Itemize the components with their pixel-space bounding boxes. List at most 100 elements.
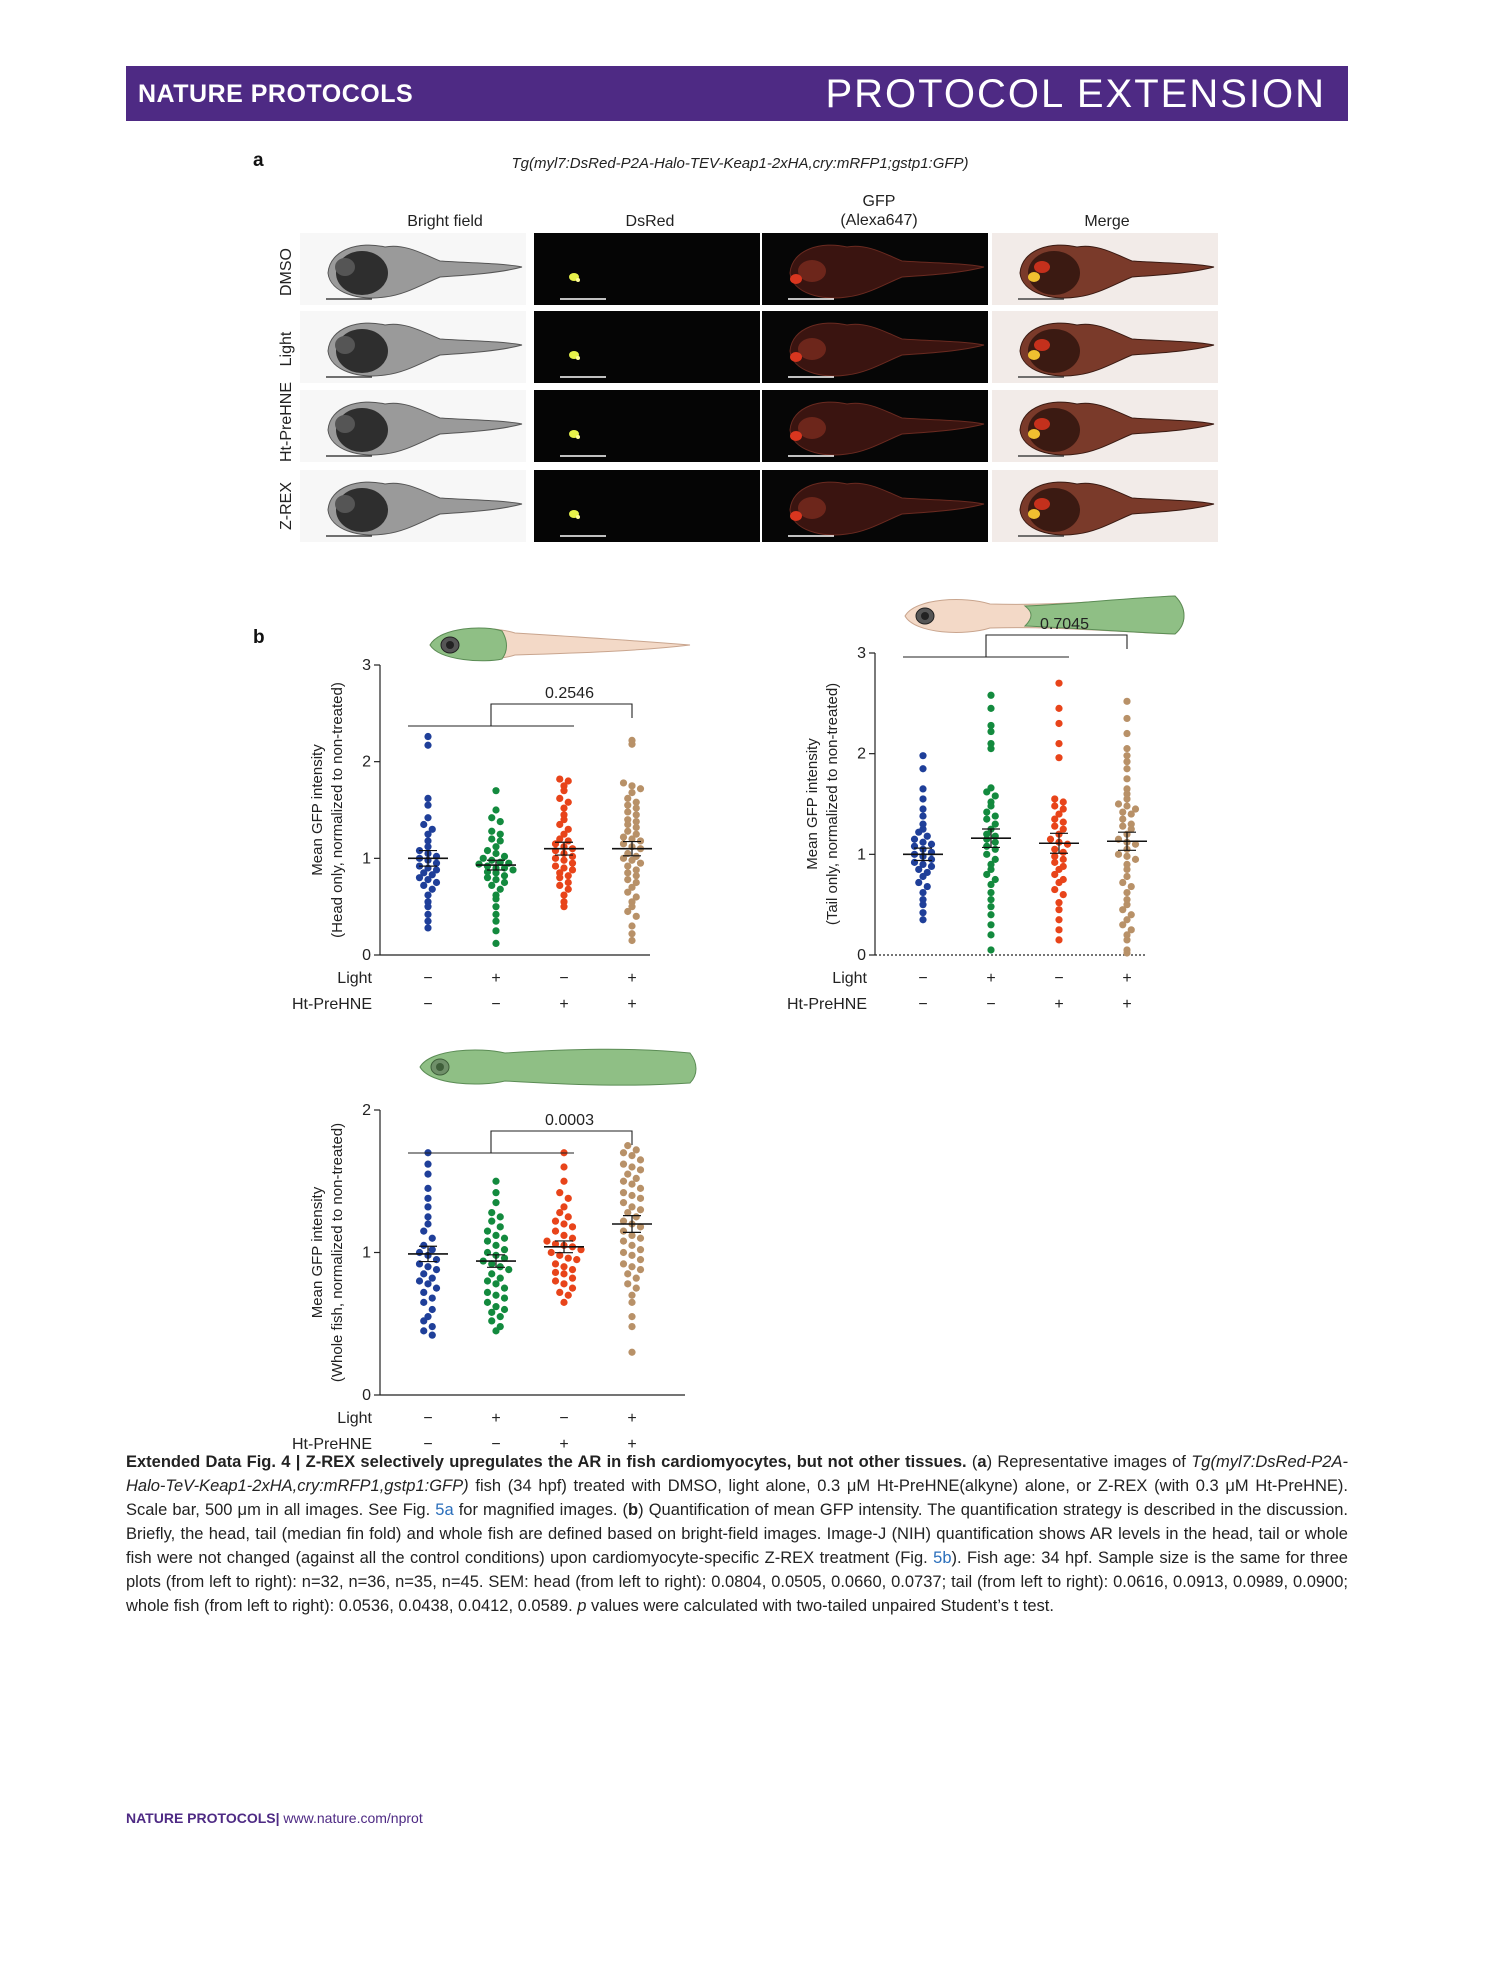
data-point [560, 903, 568, 911]
y-tick-label: 0 [857, 947, 866, 964]
fig-5b-link[interactable]: 5b [933, 1549, 952, 1567]
data-point [492, 1177, 500, 1185]
data-point [551, 1227, 560, 1235]
data-point [564, 837, 572, 845]
data-point [619, 1199, 628, 1207]
data-point [488, 1217, 496, 1225]
data-point [915, 828, 923, 836]
data-point [632, 1284, 640, 1292]
data-point [492, 1231, 500, 1239]
data-point [636, 1156, 645, 1164]
data-point [488, 1209, 496, 1217]
fish-image-gfp-row-2 [762, 311, 988, 383]
data-point [991, 838, 999, 846]
panel-a-genotype: Tg(myl7:DsRed-P2A-Halo-TEV-Keap1-2xHA,cr… [511, 155, 969, 172]
y-axis-label-line: Mean GFP intensity [309, 1186, 326, 1318]
y-axis-label-line: (Whole fish, normalized to non-treated) [329, 1123, 346, 1382]
data-point [424, 891, 432, 899]
data-point [560, 1280, 568, 1288]
data-point [492, 1280, 500, 1288]
article-type: PROTOCOL EXTENSION [825, 72, 1326, 116]
data-point [636, 785, 645, 793]
data-point [424, 732, 432, 741]
data-point [415, 1277, 424, 1285]
data-point [1127, 810, 1135, 818]
data-point [560, 891, 568, 899]
data-point [991, 845, 999, 853]
data-point [492, 927, 500, 935]
condition-mark: + [627, 996, 636, 1013]
fish-image-bright-field-row-4 [300, 470, 526, 542]
data-point [1051, 870, 1059, 879]
data-point [1119, 921, 1127, 929]
data-point [624, 876, 632, 884]
data-point [568, 859, 577, 867]
data-point [915, 865, 923, 874]
data-point [488, 1308, 496, 1316]
data-point [551, 854, 560, 862]
data-point [560, 1231, 568, 1239]
condition-mark: + [491, 970, 500, 987]
column-label-dsred: DsRed [625, 213, 675, 230]
data-point [1127, 825, 1135, 833]
row-label-dmso: DMSO [278, 248, 295, 296]
data-point [564, 872, 572, 880]
data-point [483, 1227, 492, 1235]
data-point [1131, 840, 1140, 848]
fish-image-gfp-row-1 [762, 233, 988, 305]
data-point [1119, 878, 1127, 887]
data-point [919, 860, 927, 868]
data-point [492, 1291, 500, 1299]
data-point [619, 1260, 628, 1268]
data-point [428, 885, 436, 893]
condition-mark: + [986, 970, 995, 987]
condition-mark: + [491, 1410, 500, 1427]
data-point [568, 866, 577, 874]
data-point [624, 1142, 632, 1150]
data-point [991, 875, 999, 884]
data-point [432, 866, 441, 874]
data-point [1051, 795, 1059, 803]
caption-b-text-2: ). Fish age: 34 hpf. Sample size is the … [126, 1549, 1348, 1615]
data-point [628, 922, 636, 930]
data-point [483, 1298, 492, 1306]
y-tick-label: 1 [857, 846, 866, 863]
data-point [628, 740, 636, 748]
data-point [1051, 885, 1059, 894]
data-point [424, 801, 432, 809]
data-point [432, 859, 441, 867]
data-point [1059, 818, 1067, 826]
condition-mark: − [1054, 970, 1063, 987]
significance-bracket [490, 703, 633, 726]
data-point [556, 1209, 564, 1217]
data-point [1119, 808, 1127, 816]
data-point [564, 1254, 572, 1262]
data-point [500, 1254, 509, 1262]
data-point [983, 830, 991, 838]
fig-5a-link[interactable]: 5a [435, 1501, 454, 1519]
data-point [483, 1288, 492, 1296]
data-point [1123, 901, 1131, 909]
data-point [492, 849, 500, 858]
panel-a-letter: a [253, 150, 264, 171]
data-point [1055, 916, 1063, 924]
data-point [628, 903, 636, 911]
data-point [632, 872, 640, 880]
data-point [551, 1268, 560, 1277]
data-point [424, 843, 432, 851]
footer-url-link[interactable]: www.nature.com/nprot [283, 1810, 423, 1826]
data-point [475, 860, 483, 868]
caption-a-text-3: for magnified images. ( [453, 1501, 629, 1519]
data-point [424, 794, 432, 802]
data-point [556, 775, 564, 783]
data-point [500, 1305, 509, 1314]
data-point [1046, 835, 1055, 843]
data-point [628, 1191, 636, 1200]
data-point [424, 741, 432, 749]
panel-b-letter: b [253, 627, 265, 648]
journal-header-bar: NATURE PROTOCOLS PROTOCOL EXTENSION [126, 66, 1348, 121]
data-point [492, 806, 500, 814]
data-point [1055, 936, 1063, 944]
fish-image-bright-field-row-3 [300, 390, 526, 462]
data-point [428, 1331, 436, 1339]
